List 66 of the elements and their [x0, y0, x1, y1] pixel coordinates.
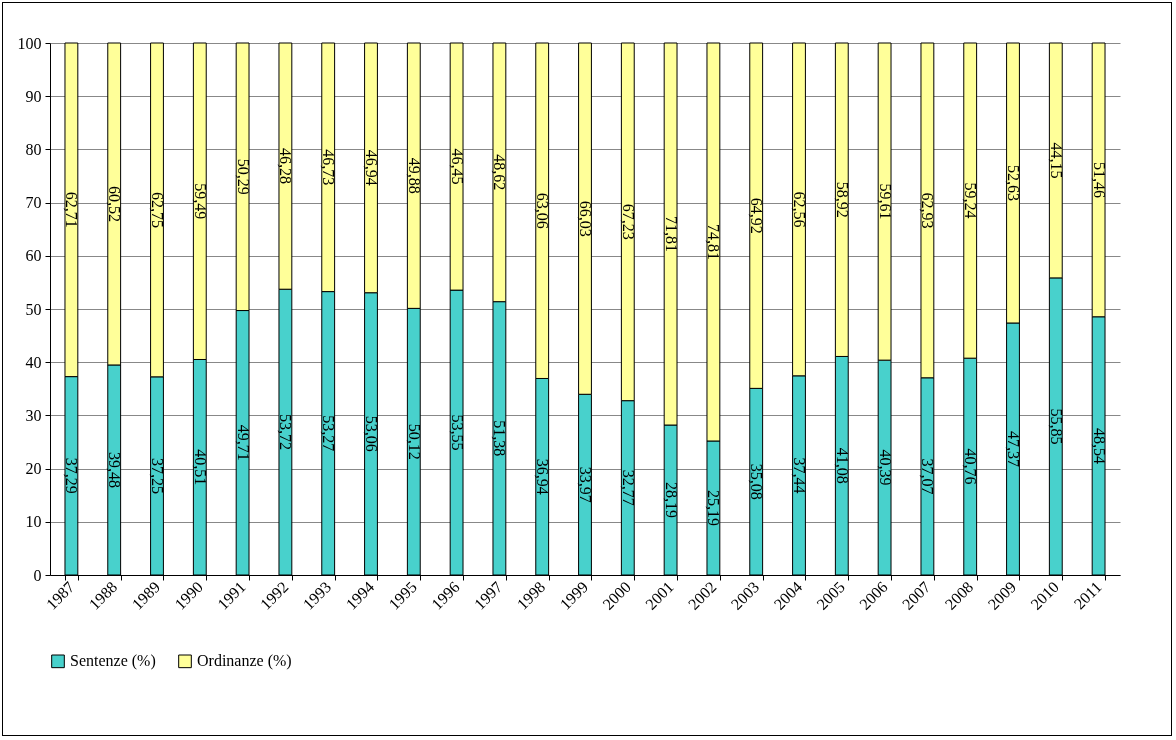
data-label: 74,81	[705, 223, 723, 260]
data-label: 40,76	[962, 448, 980, 485]
y-tick-label: 0	[33, 566, 42, 584]
data-label: 25,19	[705, 489, 723, 526]
data-label: 53,55	[448, 414, 466, 451]
y-tick-label: 30	[25, 406, 42, 424]
y-tick-label: 50	[25, 300, 42, 318]
legend-label: Sentenze (%)	[70, 652, 156, 671]
data-label: 62,71	[63, 191, 81, 228]
data-label: 59,24	[962, 182, 980, 219]
data-label: 49,71	[234, 424, 252, 461]
data-label: 67,23	[619, 203, 637, 240]
data-label: 49,88	[405, 157, 423, 194]
y-tick-label: 90	[25, 87, 42, 105]
data-label: 50,12	[405, 423, 423, 460]
y-tick-label: 80	[25, 140, 42, 158]
y-tick-label: 40	[25, 353, 42, 371]
data-label: 44,15	[1047, 142, 1065, 179]
y-tick-label: 20	[25, 460, 42, 478]
data-label: 40,51	[191, 449, 209, 486]
data-label: 63,06	[534, 192, 552, 229]
data-label: 41,08	[833, 447, 851, 484]
data-label: 46,73	[320, 149, 338, 186]
data-label: 53,72	[277, 414, 295, 451]
data-label: 53,06	[363, 415, 380, 452]
data-label: 66,03	[577, 200, 594, 237]
data-label: 62,75	[149, 191, 166, 228]
data-label: 62,93	[919, 192, 937, 229]
x-tick-label: 2001	[642, 578, 677, 613]
data-label: 46,28	[277, 148, 295, 185]
data-label: 47,37	[1005, 431, 1022, 467]
data-label: 58,92	[833, 181, 851, 218]
data-label: 48,54	[1090, 427, 1108, 464]
data-label: 32,77	[619, 469, 637, 506]
y-tick-label: 70	[25, 194, 42, 212]
data-label: 40,39	[876, 449, 894, 486]
data-label: 59,61	[876, 183, 894, 220]
data-label: 48,62	[491, 154, 509, 191]
data-label: 39,48	[106, 451, 124, 488]
data-label: 71,81	[662, 216, 680, 253]
data-label: 55,85	[1047, 408, 1065, 445]
data-label: 37,25	[149, 457, 166, 494]
data-label: 51,46	[1090, 161, 1108, 198]
data-label: 33,97	[577, 466, 594, 503]
legend-label: Ordinanze (%)	[197, 652, 292, 671]
data-label: 59,49	[191, 183, 209, 220]
data-label: 46,45	[448, 148, 466, 185]
x-tick-label: 1991	[214, 578, 249, 613]
data-label: 28,19	[662, 482, 680, 519]
data-label: 53,27	[320, 415, 338, 452]
data-label: 37,29	[63, 457, 81, 494]
data-label: 35,08	[748, 463, 766, 500]
data-label: 64,92	[748, 197, 766, 234]
y-tick-label: 60	[25, 247, 42, 265]
data-label: 62,56	[791, 191, 808, 228]
data-label: 60,52	[106, 185, 124, 222]
data-label: 37,07	[919, 458, 937, 495]
y-tick-label: 100	[17, 34, 42, 52]
data-label: 36,94	[534, 458, 552, 495]
x-tick-label: 2011	[1070, 578, 1105, 613]
data-label: 51,38	[491, 420, 509, 457]
data-label: 50,29	[234, 158, 252, 195]
data-label: 52,63	[1005, 165, 1022, 201]
data-label: 46,94	[363, 149, 380, 186]
data-label: 37,44	[791, 457, 808, 494]
y-tick-label: 10	[25, 513, 42, 531]
